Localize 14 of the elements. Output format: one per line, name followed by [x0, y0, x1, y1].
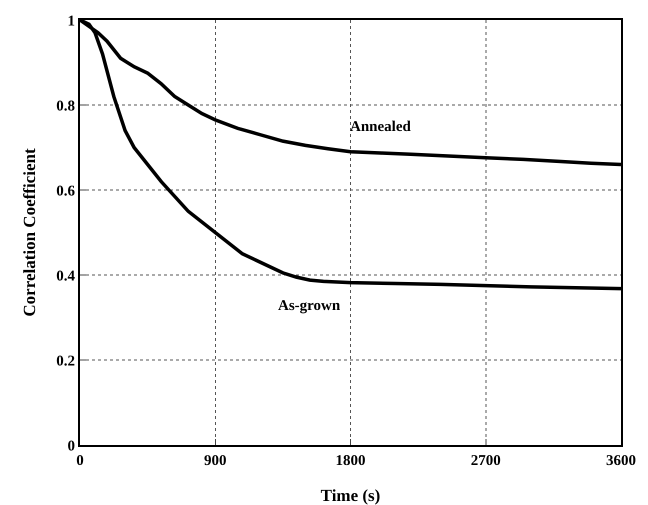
x-axis-title: Time (s)	[320, 486, 380, 505]
series-label: As-grown	[278, 298, 341, 314]
y-tick-label: 0.8	[56, 98, 75, 114]
y-axis-title: Correlation Coefficient	[20, 148, 39, 317]
y-tick-label: 1	[68, 13, 75, 30]
x-tick-label: 1800	[336, 453, 366, 469]
y-tick-label: 0.6	[56, 183, 76, 200]
y-tick-label: 0.2	[56, 353, 75, 370]
series-label: Annealed	[350, 119, 412, 135]
y-tick-label: 0.4	[56, 268, 76, 284]
x-tick-label: 3600	[606, 453, 636, 469]
x-tick-label: 900	[204, 453, 226, 469]
y-tick-label: 0	[68, 438, 75, 454]
x-tick-label: 2700	[470, 453, 501, 469]
